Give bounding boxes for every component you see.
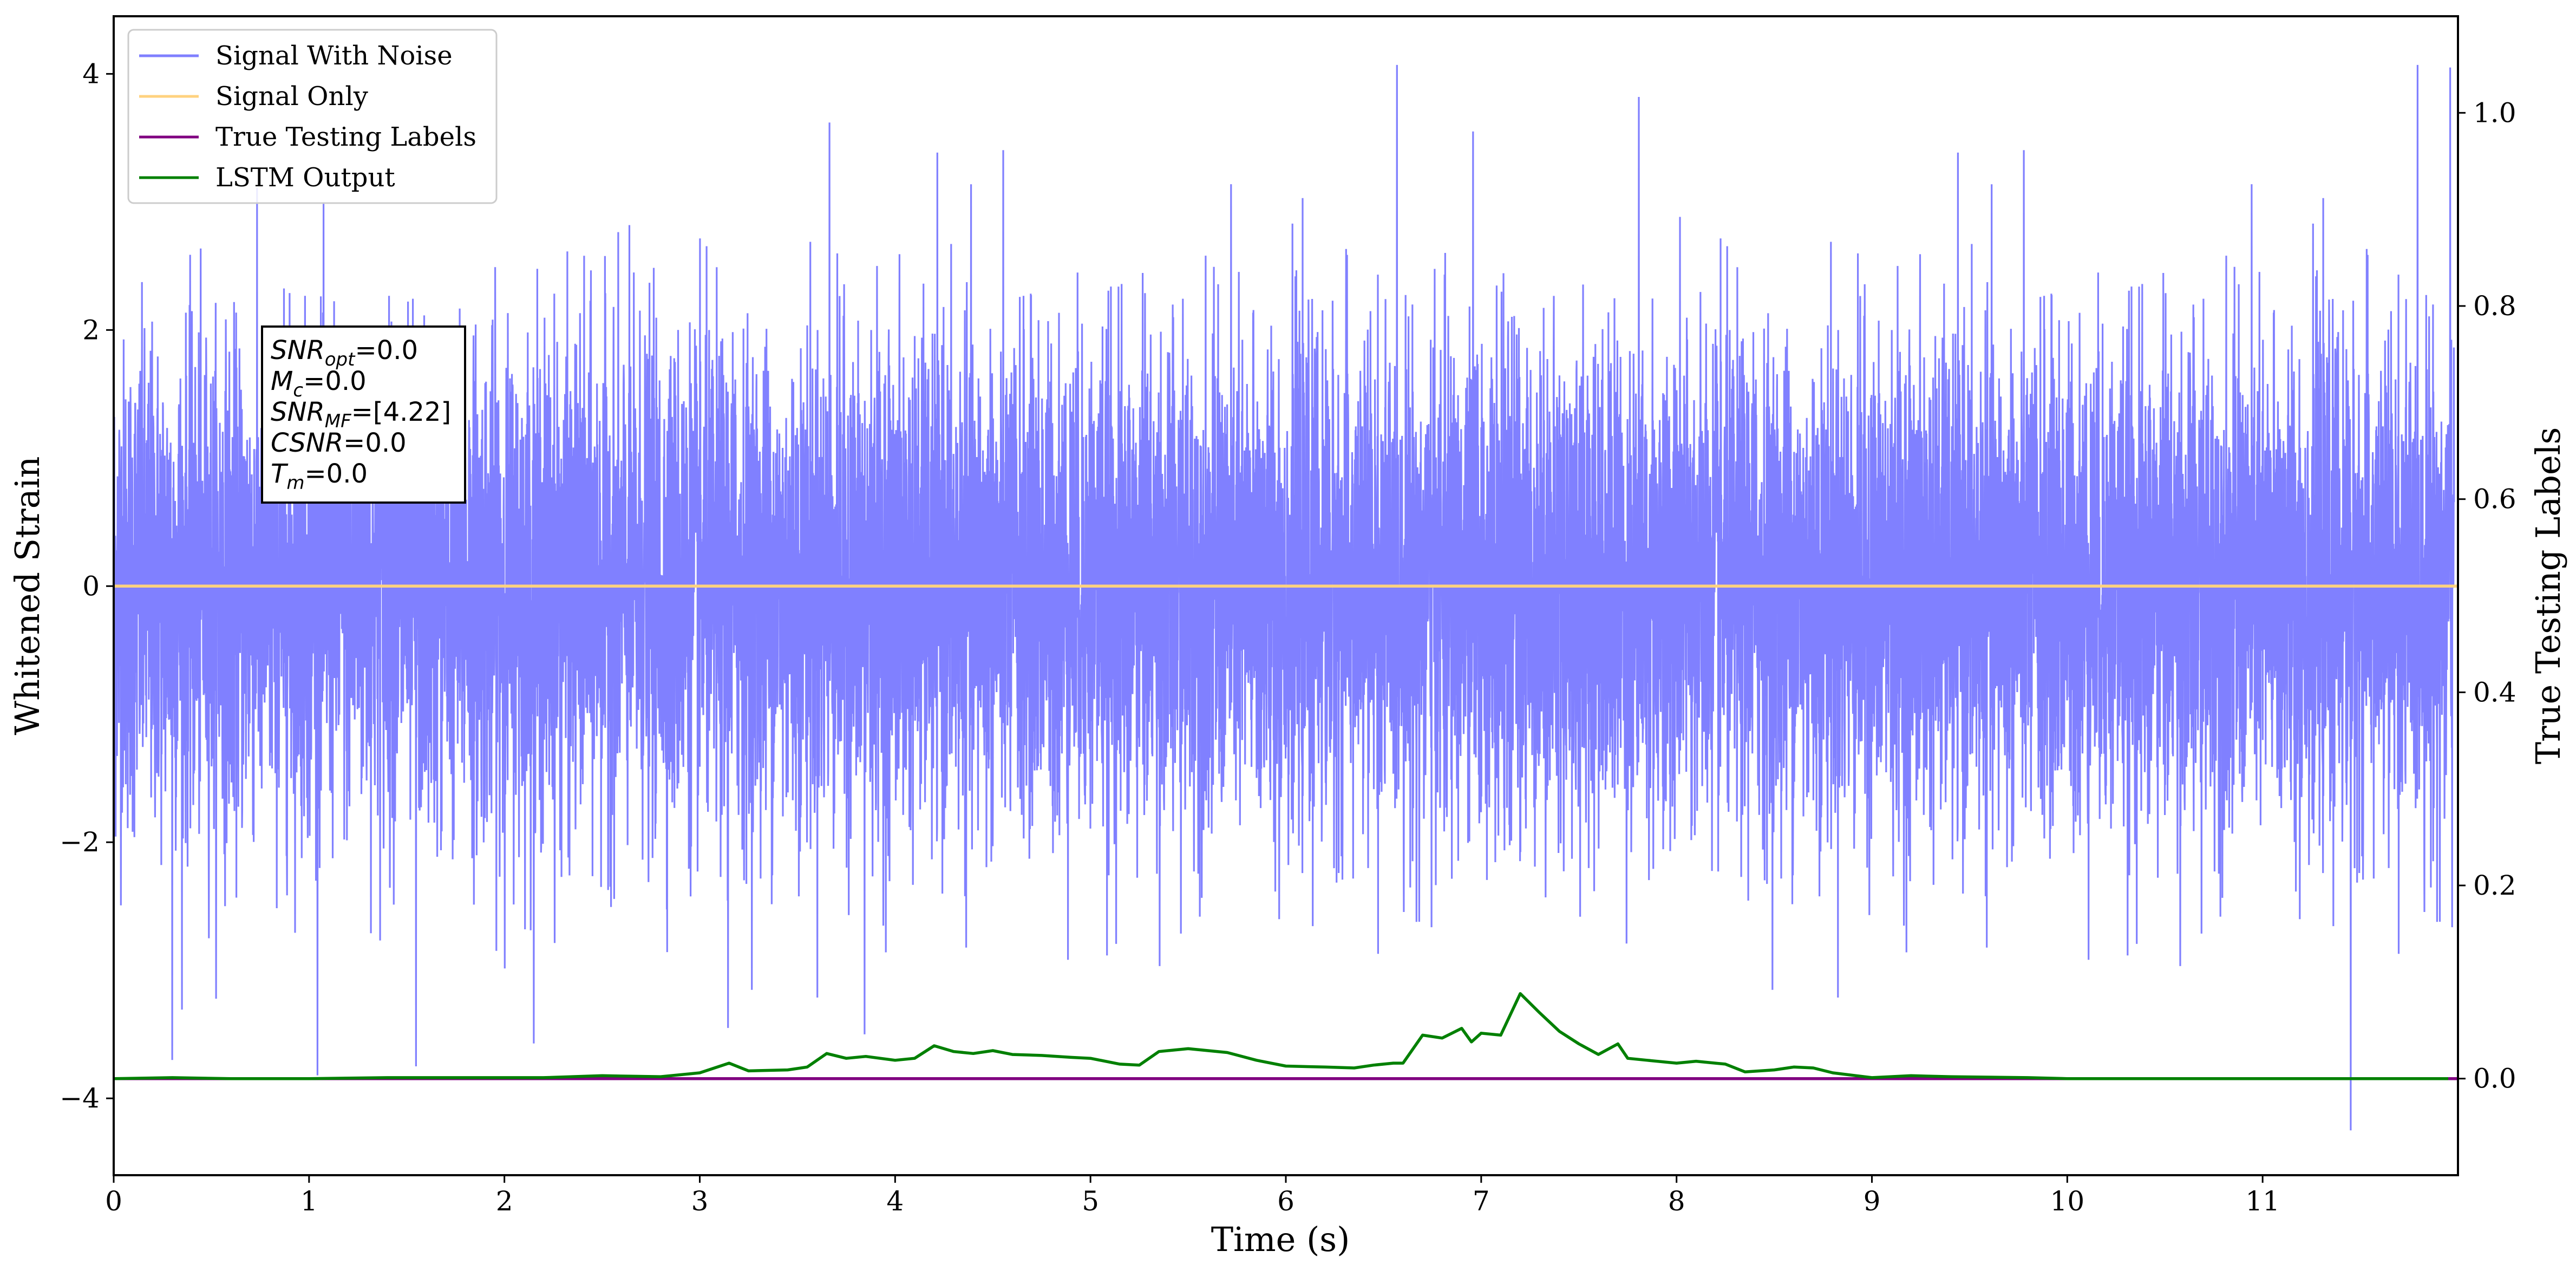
y-axis-right-title: True Testing Labels (2528, 427, 2568, 765)
annotation-tm-name: T (271, 459, 289, 489)
noise-layer (113, 64, 2455, 1131)
x-tick-label: 6 (1277, 1185, 1294, 1217)
y-right-tick-label: 0.8 (2473, 290, 2516, 322)
annotation-snr-opt-sub: opt (325, 349, 356, 370)
y-right-tick-label: 1.0 (2473, 97, 2516, 128)
y-tick-label: −2 (60, 826, 100, 858)
legend-label-noise: Signal With Noise (215, 41, 453, 71)
x-axis-title: Time (s) (1211, 1220, 1350, 1259)
annotation-box: SNRopt=0.0 Mc=0.0 SNRMF=[4.22] CSNR=0.0 … (261, 325, 466, 504)
annotation-snr-opt-name: SNR (271, 335, 325, 366)
annotation-tm: Tm=0.0 (271, 459, 368, 494)
x-tick-label: 4 (886, 1185, 904, 1217)
legend: Signal With Noise Signal Only True Testi… (127, 29, 498, 204)
annotation-mc-name: M (271, 366, 293, 396)
legend-box (127, 29, 498, 204)
x-tick-label: 7 (1473, 1185, 1490, 1217)
ticks-layer: 0 1 2 3 4 5 6 7 8 9 10 11 −4 −2 0 2 4 0.0 0.2 0.4 0.6 0.8 1.0 (60, 58, 2516, 1217)
annotation-tm-value: =0.0 (304, 459, 368, 489)
y-right-tick-label: 0.0 (2473, 1063, 2516, 1094)
annotation-snr-mf-value: =[4.22] (351, 397, 452, 427)
y-axis-title: Whitened Strain (8, 457, 47, 735)
y-right-tick-label: 0.6 (2473, 484, 2516, 515)
annotation-snr-opt-value: =0.0 (355, 335, 418, 366)
y-tick-label: 2 (82, 314, 100, 346)
y-tick-label: −4 (60, 1083, 100, 1114)
x-tick-label: 8 (1668, 1185, 1685, 1217)
series-lstm-output (113, 992, 2448, 1080)
lines-layer (113, 584, 2458, 1080)
annotation-csnr-value: =0.0 (343, 428, 407, 458)
annotation-frame (261, 325, 466, 504)
annotation-csnr: CSNR=0.0 (271, 428, 407, 458)
x-tick-label: 3 (691, 1185, 709, 1217)
annotation-snr-opt: SNRopt=0.0 (271, 335, 418, 370)
annotation-mc-value: =0.0 (303, 366, 367, 396)
y-right-tick-label: 0.2 (2473, 870, 2516, 901)
annotation-mc-sub: c (293, 380, 303, 401)
y-tick-label: 0 (82, 570, 100, 602)
legend-label-labels: True Testing Labels (215, 122, 476, 152)
annotation-tm-sub: m (286, 472, 304, 494)
x-tick-label: 10 (2050, 1185, 2085, 1217)
x-tick-label: 9 (1864, 1185, 1881, 1217)
x-tick-label: 2 (496, 1185, 513, 1217)
legend-label-lstm: LSTM Output (215, 162, 395, 193)
annotation-mc: Mc=0.0 (271, 366, 367, 401)
legend-label-signal: Signal Only (215, 81, 368, 112)
series-signal-with-noise (113, 64, 2455, 1131)
x-tick-label: 5 (1082, 1185, 1099, 1217)
y-right-tick-label: 0.4 (2473, 676, 2516, 708)
x-tick-label: 1 (300, 1185, 318, 1217)
annotation-snr-mf: SNRMF=[4.22] (271, 397, 451, 432)
y-tick-label: 4 (82, 58, 100, 89)
annotation-snr-mf-name: SNR (271, 397, 325, 427)
x-tick-label: 11 (2245, 1185, 2280, 1217)
x-tick-label: 0 (105, 1185, 122, 1217)
annotation-snr-mf-sub: MF (325, 411, 351, 432)
annotation-csnr-name: CSNR (271, 428, 343, 458)
